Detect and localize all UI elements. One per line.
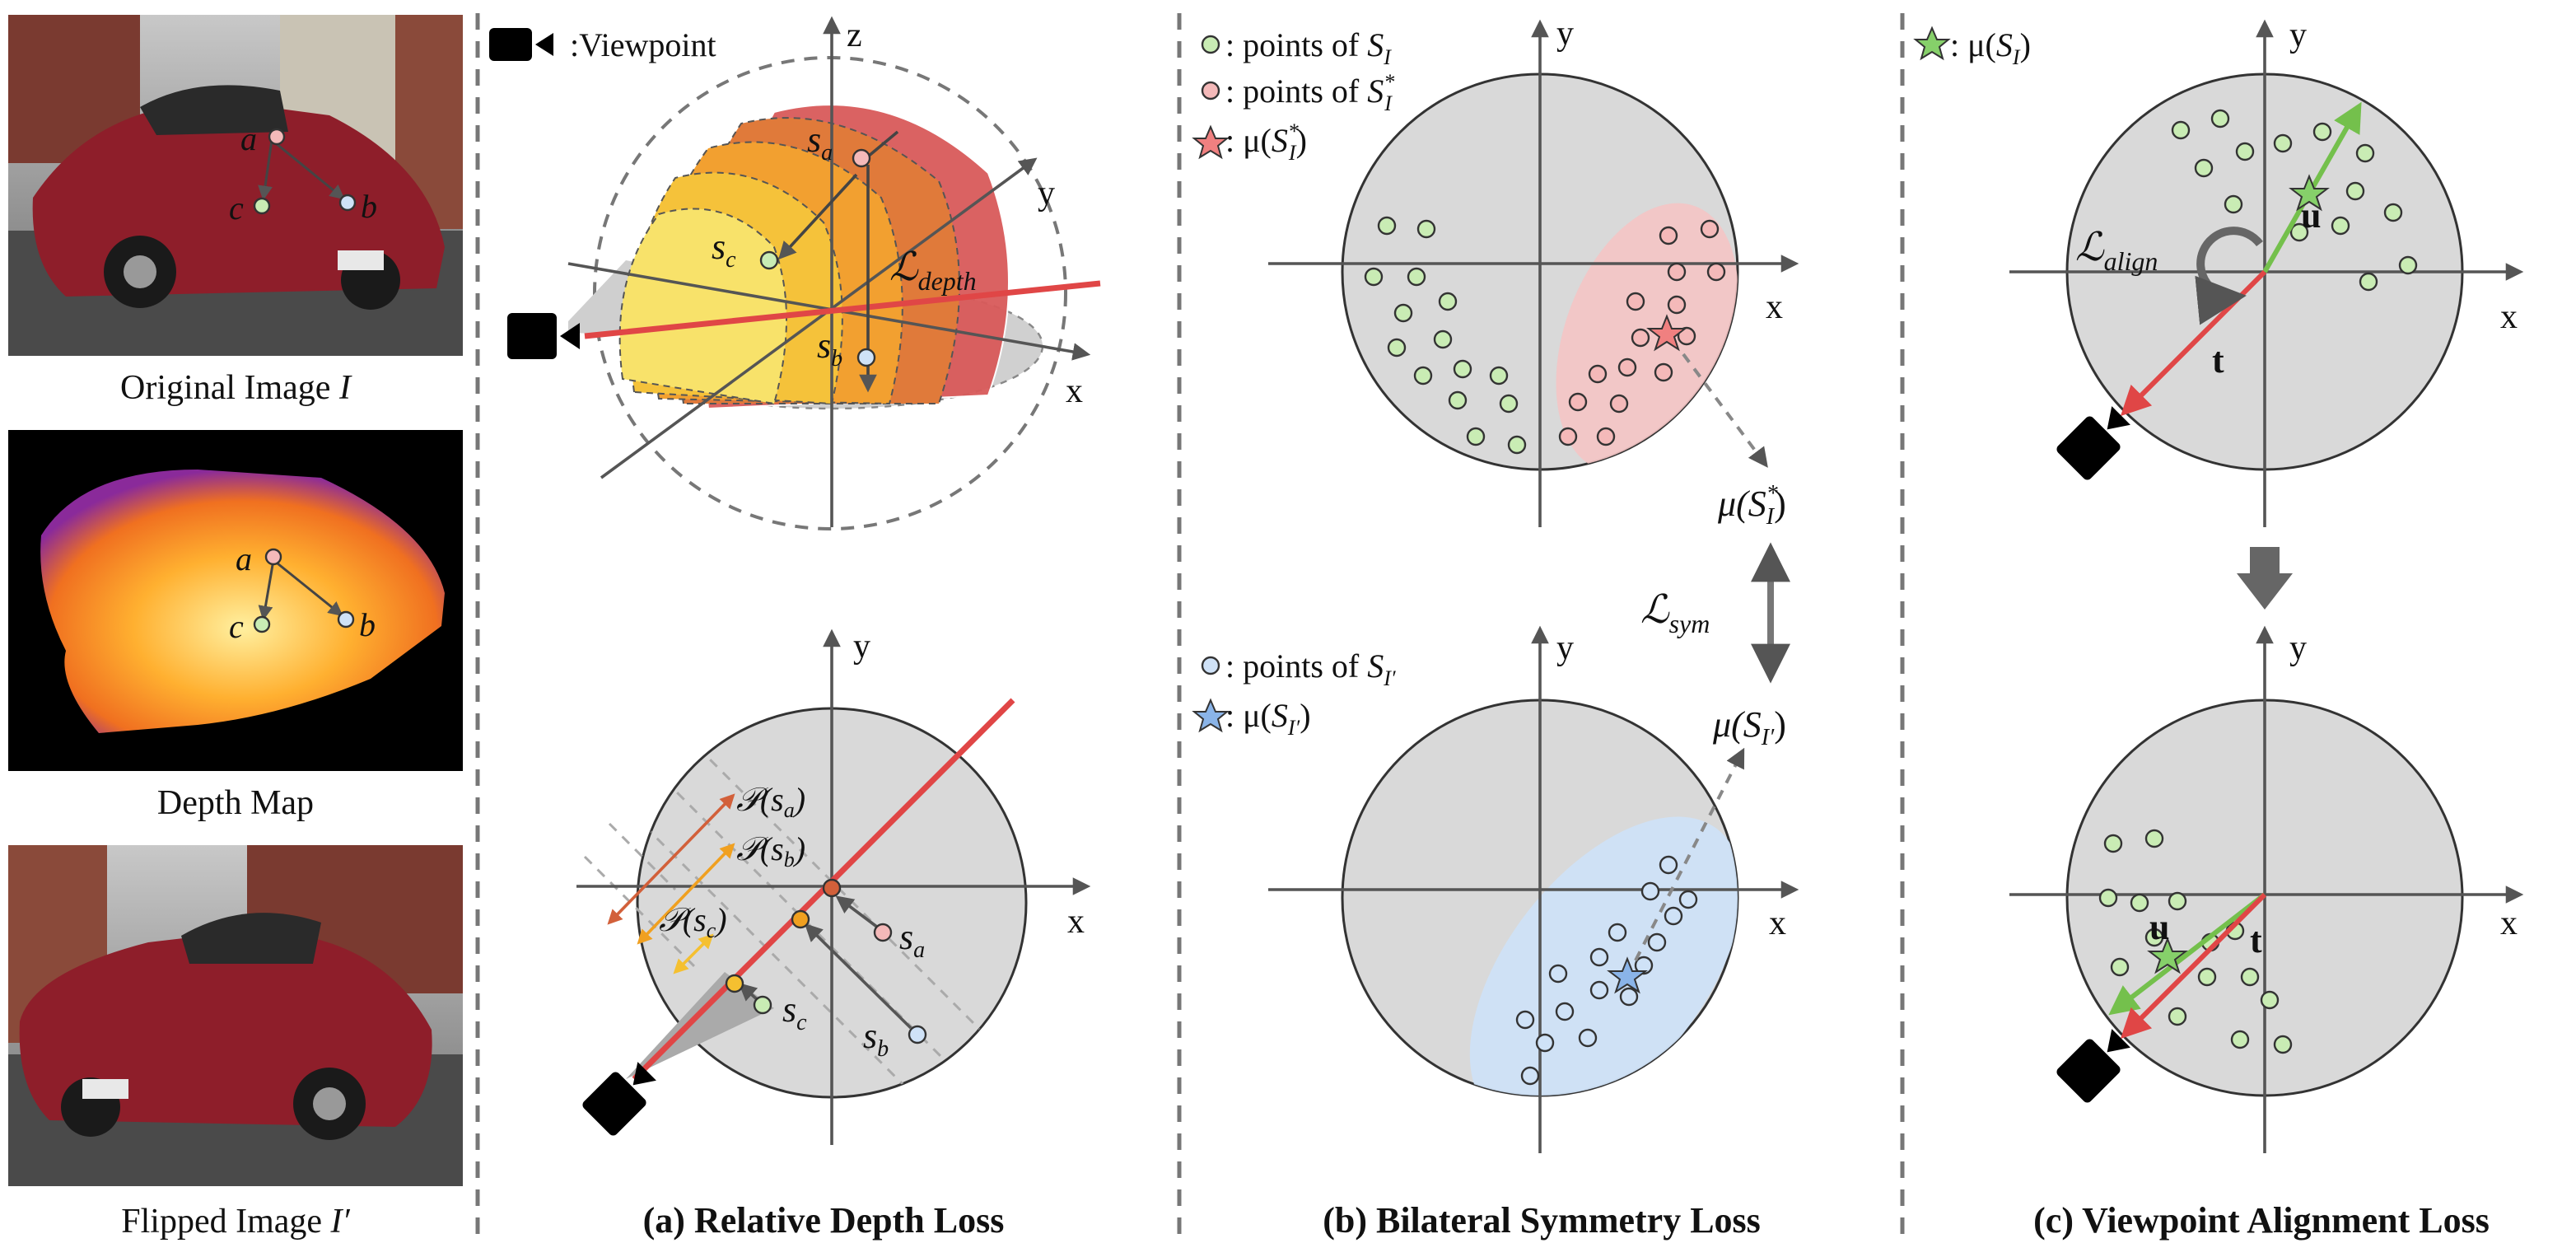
- svg-text::Viewpoint: :Viewpoint: [570, 26, 716, 63]
- caption-b: (b) Bilateral Symmetry Loss: [1323, 1200, 1761, 1241]
- symmetry-top-disc: [1268, 19, 1799, 527]
- svg-text:sc: sc: [782, 989, 807, 1035]
- original-image-caption: Original Image I: [120, 369, 352, 407]
- flipped-image-caption: Flipped Image I′: [121, 1203, 350, 1241]
- svg-text:y: y: [2289, 629, 2307, 667]
- depth-map-caption: Depth Map: [157, 784, 314, 822]
- symmetry-bottom-disc: [1268, 625, 1799, 1153]
- point-a-marker: [268, 128, 286, 146]
- svg-text:b: b: [359, 606, 376, 643]
- camera-icon-bottom: [582, 1072, 646, 1136]
- camera-icon-c-bottom: [2056, 1039, 2121, 1103]
- label-c: c: [229, 189, 244, 227]
- camera-icon: [489, 28, 532, 61]
- point-c-marker: [253, 197, 271, 215]
- camera-icon-c-top: [2056, 416, 2121, 480]
- svg-text:z: z: [847, 16, 862, 54]
- svg-text:: μ(S*I): : μ(S* I): [1225, 119, 1307, 165]
- svg-text:: points of S*I: : points of S* I: [1225, 70, 1394, 115]
- depth-map: [8, 430, 463, 771]
- legend-b2: [1192, 656, 1230, 733]
- svg-text:x: x: [2500, 298, 2518, 336]
- caption-a: (a) Relative Depth Loss: [643, 1200, 1005, 1241]
- s-c-label: sc: [712, 227, 736, 273]
- star-icon-blue: [1192, 698, 1230, 733]
- rotation-arrow: [2195, 227, 2263, 325]
- svg-text:y: y: [1038, 175, 1055, 213]
- viewpoint-legend: :Viewpoint: [489, 26, 716, 63]
- svg-text:: points of SI′: : points of SI′: [1225, 647, 1396, 690]
- original-image-annotations: a b c: [229, 120, 377, 227]
- flipped-image: [8, 845, 463, 1186]
- svg-text:y: y: [1556, 15, 1574, 53]
- depth-map-annotations: a b c: [229, 540, 376, 645]
- svg-text:x: x: [1769, 904, 1786, 942]
- loss-align-label: ℒalign: [2075, 226, 2158, 276]
- svg-text:a: a: [236, 540, 252, 577]
- u-label-bottom: u: [2149, 907, 2169, 947]
- svg-text:x: x: [1066, 372, 1083, 410]
- alignment-top-disc: [2009, 19, 2524, 527]
- proj-c-label: 𝒫(sc): [659, 901, 727, 942]
- legend-b: [1192, 35, 1230, 160]
- svg-text:: points of SI: : points of SI: [1225, 26, 1392, 69]
- caption-c: (c) Viewpoint Alignment Loss: [2033, 1200, 2490, 1241]
- loss-depth-label: ℒdepth: [889, 245, 977, 296]
- svg-text:x: x: [1067, 903, 1085, 941]
- svg-text:x: x: [1766, 288, 1783, 326]
- t-label-top: t: [2212, 340, 2224, 381]
- alignment-bottom-disc: [2009, 625, 2524, 1153]
- svg-text:sa: sa: [899, 917, 925, 963]
- label-b: b: [361, 188, 377, 225]
- label-a: a: [240, 120, 257, 157]
- svg-text:y: y: [1556, 629, 1574, 667]
- svg-text:y: y: [853, 628, 870, 666]
- svg-text:: μ(SI′): : μ(SI′): [1225, 697, 1311, 740]
- depth-projection-diagram: [576, 628, 1091, 1145]
- u-label-top: u: [2301, 195, 2321, 236]
- s-b-label: sb: [817, 325, 842, 371]
- down-arrow: [2237, 547, 2293, 610]
- star-icon-red: [1192, 124, 1230, 160]
- original-image: [8, 15, 463, 356]
- svg-text:: μ(SI): : μ(SI): [1950, 26, 2031, 69]
- proj-b-label: 𝒫(sb): [736, 830, 805, 871]
- mu-SIprime-label: μ(SI′): [1712, 704, 1786, 750]
- svg-text:y: y: [2289, 16, 2307, 54]
- sphere-3d: [507, 16, 1101, 530]
- loss-sym-label: ℒsym: [1640, 588, 1710, 638]
- legend-c: [1913, 26, 1951, 61]
- svg-text:x: x: [2500, 904, 2518, 942]
- point-b-marker: [338, 194, 357, 212]
- svg-text:c: c: [229, 608, 244, 645]
- s-a-label: sa: [807, 119, 833, 166]
- mu-SI-star-label: μ(S* I): [1717, 481, 1786, 530]
- svg-text:sb: sb: [863, 1016, 889, 1062]
- proj-a-label: 𝒫(sa): [736, 781, 805, 822]
- camera-icon-3d: [507, 313, 557, 359]
- t-label-bottom: t: [2250, 920, 2262, 960]
- star-icon-green: [1913, 26, 1951, 61]
